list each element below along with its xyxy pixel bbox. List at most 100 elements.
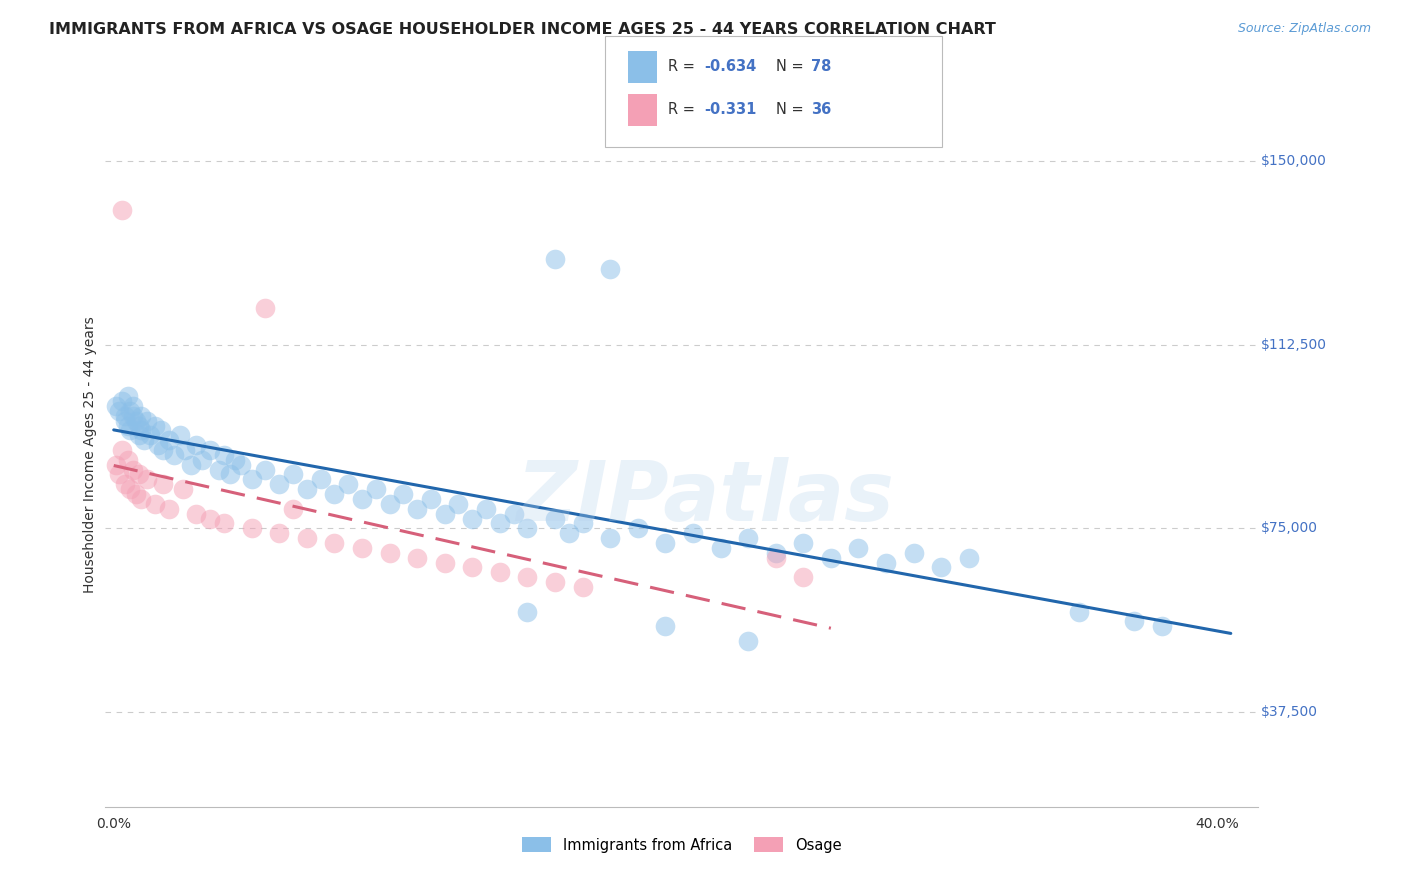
Point: [599, 262, 621, 277]
Point: [117, 389, 139, 403]
Point: [240, 472, 263, 486]
Text: N =: N =: [776, 60, 808, 74]
Point: [120, 482, 142, 496]
Y-axis label: Householder Income Ages 25 - 44 years: Householder Income Ages 25 - 44 years: [83, 317, 97, 593]
Point: [128, 467, 150, 482]
Point: [392, 487, 415, 501]
Point: [135, 414, 157, 428]
Point: [323, 536, 346, 550]
Point: [737, 531, 759, 545]
Point: [122, 409, 145, 423]
Point: [516, 521, 538, 535]
Point: [135, 472, 157, 486]
Point: [117, 418, 139, 433]
Point: [191, 452, 214, 467]
Point: [111, 394, 134, 409]
Point: [122, 399, 145, 413]
Point: [254, 462, 277, 476]
Text: $37,500: $37,500: [1261, 705, 1319, 719]
Point: [186, 507, 208, 521]
Point: [792, 536, 814, 550]
Point: [122, 462, 145, 476]
Point: [108, 467, 131, 482]
Point: [516, 570, 538, 584]
Point: [654, 619, 676, 633]
Point: [820, 550, 842, 565]
Point: [152, 443, 174, 458]
Point: [224, 452, 246, 467]
Point: [765, 546, 787, 560]
Text: ZIPatlas: ZIPatlas: [516, 457, 894, 538]
Point: [125, 414, 148, 428]
Point: [558, 526, 581, 541]
Point: [218, 467, 240, 482]
Point: [627, 521, 650, 535]
Point: [108, 404, 131, 418]
Point: [433, 556, 456, 570]
Text: N =: N =: [776, 103, 808, 117]
Point: [240, 521, 263, 535]
Text: R =: R =: [668, 103, 699, 117]
Point: [143, 418, 166, 433]
Point: [875, 556, 897, 570]
Point: [654, 536, 676, 550]
Point: [544, 511, 567, 525]
Point: [269, 477, 291, 491]
Point: [957, 550, 980, 565]
Point: [709, 541, 731, 555]
Point: [903, 546, 925, 560]
Point: [111, 203, 134, 218]
Point: [131, 409, 153, 423]
Point: [186, 438, 208, 452]
Point: [132, 434, 155, 448]
Point: [254, 301, 277, 315]
Point: [120, 424, 142, 438]
Point: [105, 458, 128, 472]
Legend: Immigrants from Africa, Osage: Immigrants from Africa, Osage: [522, 838, 842, 853]
Point: [406, 501, 429, 516]
Point: [544, 252, 567, 267]
Point: [1150, 619, 1173, 633]
Point: [207, 462, 229, 476]
Point: [309, 472, 332, 486]
Point: [737, 633, 759, 648]
Point: [117, 452, 139, 467]
Point: [105, 399, 128, 413]
Point: [337, 477, 360, 491]
Point: [174, 443, 197, 458]
Point: [364, 482, 387, 496]
Point: [111, 443, 134, 458]
Point: [1123, 615, 1146, 629]
Point: [281, 501, 304, 516]
Point: [114, 414, 136, 428]
Point: [447, 497, 470, 511]
Point: [172, 482, 194, 496]
Point: [200, 443, 222, 458]
Point: [200, 511, 222, 525]
Text: 36: 36: [811, 103, 831, 117]
Text: 78: 78: [811, 60, 831, 74]
Point: [169, 428, 191, 442]
Point: [502, 507, 524, 521]
Text: -0.331: -0.331: [704, 103, 756, 117]
Text: R =: R =: [668, 60, 699, 74]
Point: [599, 531, 621, 545]
Point: [146, 438, 169, 452]
Point: [323, 487, 346, 501]
Text: IMMIGRANTS FROM AFRICA VS OSAGE HOUSEHOLDER INCOME AGES 25 - 44 YEARS CORRELATIO: IMMIGRANTS FROM AFRICA VS OSAGE HOUSEHOL…: [49, 22, 995, 37]
Point: [281, 467, 304, 482]
Point: [489, 516, 512, 531]
Point: [461, 560, 484, 574]
Point: [212, 516, 235, 531]
Point: [929, 560, 952, 574]
Point: [682, 526, 704, 541]
Point: [295, 531, 318, 545]
Point: [792, 570, 814, 584]
Text: Source: ZipAtlas.com: Source: ZipAtlas.com: [1237, 22, 1371, 36]
Point: [433, 507, 456, 521]
Point: [229, 458, 252, 472]
Text: -0.634: -0.634: [704, 60, 756, 74]
Point: [350, 491, 373, 506]
Point: [157, 501, 180, 516]
Point: [516, 605, 538, 619]
